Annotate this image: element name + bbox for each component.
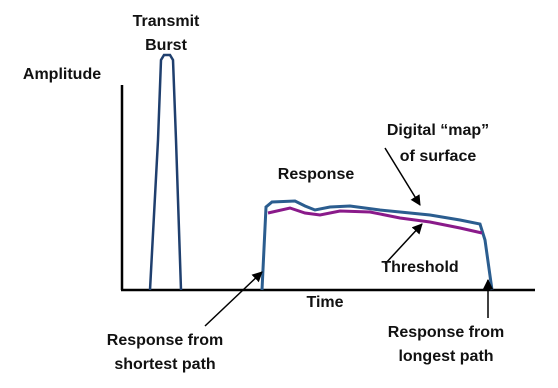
shortest-label: shortest path: [114, 356, 215, 373]
longest-label: Response from: [388, 324, 504, 341]
map-arrow: [384, 147, 421, 206]
x-axis-label: Time: [306, 294, 343, 311]
threshold-label: Threshold: [381, 259, 458, 276]
threshold-arrow: [384, 223, 423, 265]
transmit-label: Burst: [145, 37, 187, 54]
map-label: of surface: [400, 148, 477, 165]
transmit-label: Transmit: [133, 13, 200, 30]
map-label: Digital “map”: [387, 122, 489, 139]
longest-label: longest path: [398, 348, 493, 365]
threshold-curve: [267, 206, 483, 235]
shortest-arrow: [204, 271, 263, 327]
shortest-label: Response from: [107, 332, 223, 349]
y-axis-label: Amplitude: [23, 66, 101, 83]
transmit-pulse: [148, 53, 183, 291]
response-curve: [260, 199, 494, 291]
response-label: Response: [278, 166, 355, 183]
